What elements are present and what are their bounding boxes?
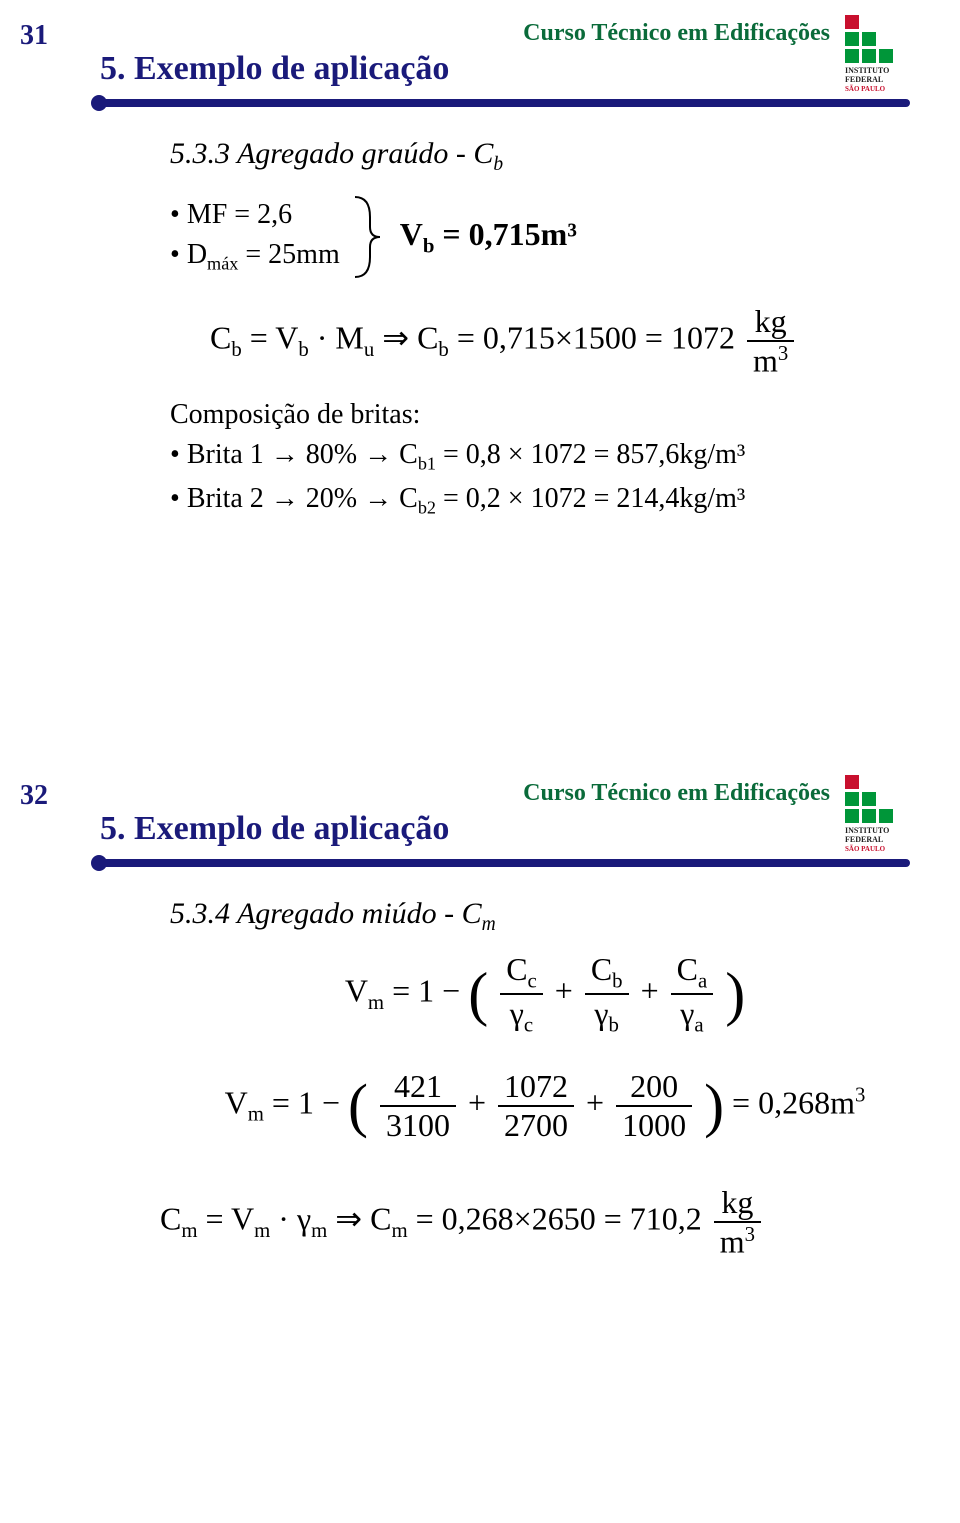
logo-text-1: INSTITUTO bbox=[845, 66, 889, 75]
content-area: Vm = 1 − ( Cc γc + Cb γb + Ca γa ) Vm = … bbox=[170, 951, 920, 1260]
logo-text-2: FEDERAL bbox=[845, 835, 883, 844]
slide-title: 5. Exemplo de aplicação bbox=[100, 810, 449, 847]
subtitle: 5.3.3 Agregado graúdo - Cb bbox=[170, 137, 920, 176]
subtitle: 5.3.4 Agregado miúdo - Cm bbox=[170, 897, 920, 936]
comp-label: Composição de britas: bbox=[170, 399, 920, 431]
vm-equation-2: Vm = 1 − ( 421 3100 + 1072 2700 + 200 10… bbox=[170, 1068, 920, 1144]
title-underline bbox=[90, 94, 910, 117]
course-label: Curso Técnico em Edificações bbox=[523, 780, 830, 807]
title-row: 5. Exemplo de aplicação bbox=[100, 810, 920, 848]
slide-title: 5. Exemplo de aplicação bbox=[100, 50, 449, 87]
content-area: • MF = 2,6 • Dmáx = 25mm Vb = 0,715m³ Cb… bbox=[170, 191, 920, 518]
brita2-line: • Brita 2 → 20% → Cb2 = 0,2 × 1072 = 214… bbox=[170, 483, 920, 519]
cb-equation: Cb = Vb · Mu ⇒ Cb = 0,715×1500 = 1072 kg… bbox=[210, 303, 920, 380]
sidebar: Materiais de Construção Civil 2 Walter L… bbox=[20, 200, 85, 580]
slide-number: 31 bbox=[20, 20, 48, 52]
title-underline bbox=[90, 854, 910, 877]
cm-equation: Cm = Vm · γm ⇒ Cm = 0,268×2650 = 710,2 k… bbox=[160, 1184, 920, 1261]
institute-logo: INSTITUTO FEDERAL SÃO PAULO bbox=[845, 15, 935, 95]
dmax-line: • Dmáx = 25mm bbox=[170, 239, 340, 275]
mf-line: • MF = 2,6 bbox=[170, 199, 340, 231]
course-label: Curso Técnico em Edificações bbox=[523, 20, 830, 47]
logo-text-2: FEDERAL bbox=[845, 75, 883, 84]
logo-text-3: SÃO PAULO bbox=[845, 845, 885, 853]
slide-31: 31 Curso Técnico em Edificações INSTITUT… bbox=[0, 0, 960, 760]
vm-equation-1: Vm = 1 − ( Cc γc + Cb γb + Ca γa ) bbox=[170, 951, 920, 1038]
title-row: 5. Exemplo de aplicação bbox=[100, 50, 920, 88]
logo-text-1: INSTITUTO bbox=[845, 826, 889, 835]
logo-text-3: SÃO PAULO bbox=[845, 85, 885, 93]
brita1-line: • Brita 1 → 80% → Cb1 = 0,8 × 1072 = 857… bbox=[170, 439, 920, 475]
slide-32: 32 Curso Técnico em Edificações INSTITUT… bbox=[0, 760, 960, 1520]
sidebar: Materiais de Construção Civil 2 Walter L… bbox=[20, 960, 85, 1340]
institute-logo: INSTITUTO FEDERAL SÃO PAULO bbox=[845, 775, 935, 855]
vb-result: Vb = 0,715m³ bbox=[400, 216, 577, 258]
slide-number: 32 bbox=[20, 780, 48, 812]
